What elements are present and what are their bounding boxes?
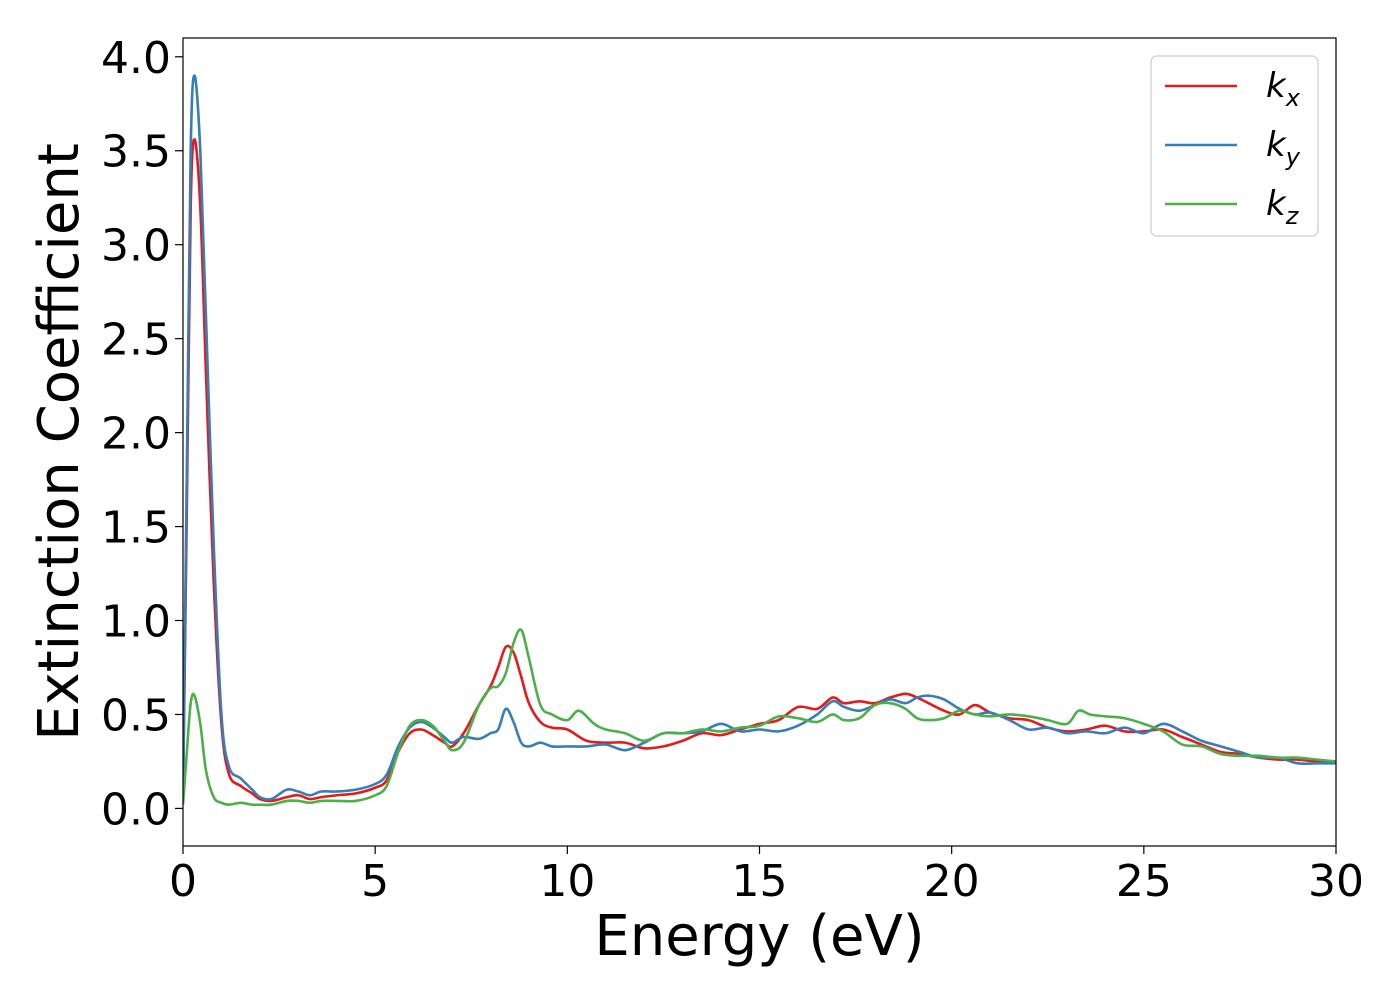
y-tick-label: 1.5 (101, 503, 171, 554)
x-tick-label: 25 (1116, 856, 1172, 907)
x-tick-label: 0 (169, 856, 197, 907)
legend-label-z: kz (1266, 184, 1300, 230)
x-tick-label: 30 (1308, 856, 1364, 907)
series-line-z (183, 628, 1336, 807)
x-tick-label: 5 (361, 856, 389, 907)
y-tick-label: 0.0 (101, 784, 171, 835)
legend-label-x: kx (1266, 66, 1301, 112)
legend: kx ky kz (1150, 55, 1319, 237)
x-tick-label: 10 (539, 856, 595, 907)
y-tick-label: 4.0 (101, 33, 171, 84)
y-tick-label: 3.0 (101, 221, 171, 272)
x-axis-label: Energy (eV) (594, 904, 924, 969)
plot-frame (182, 37, 1337, 847)
series-line-x (183, 138, 1336, 803)
y-ticks: 0.0 0.5 1.0 1.5 2.0 2.5 3.0 3.5 4.0 (101, 33, 183, 835)
y-tick-label: 0.5 (101, 690, 171, 741)
x-ticks: 0 5 10 15 20 25 30 (169, 846, 1364, 907)
y-axis-label: Extinction Coefficient (27, 143, 92, 741)
series-line-y (183, 74, 1336, 801)
y-tick-label: 2.0 (101, 409, 171, 460)
y-tick-label: 1.0 (101, 597, 171, 648)
y-tick-label: 3.5 (101, 127, 171, 178)
series-layer (183, 74, 1336, 807)
legend-label-y: ky (1266, 125, 1301, 171)
x-tick-label: 20 (924, 856, 980, 907)
x-tick-label: 15 (732, 856, 788, 907)
y-tick-label: 2.5 (101, 315, 171, 366)
